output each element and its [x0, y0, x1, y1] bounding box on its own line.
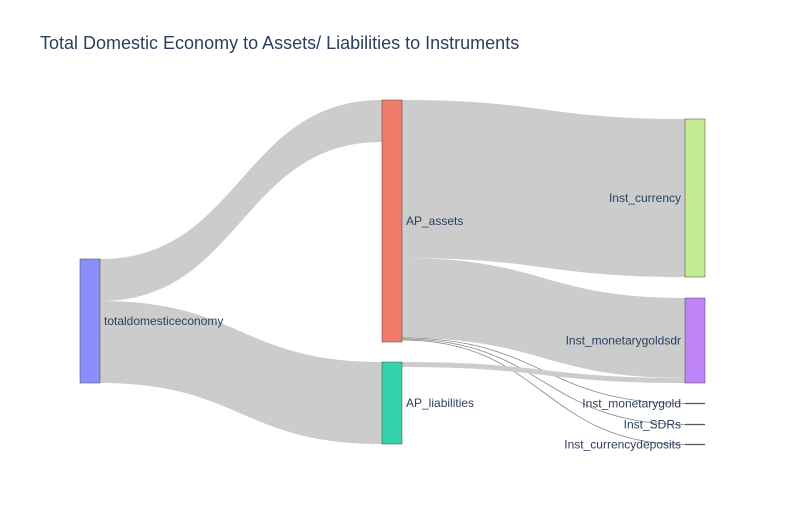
link-assets-to-sdr[interactable] [401, 338, 686, 425]
links-layer [100, 100, 686, 445]
node-mgs[interactable] [684, 297, 706, 384]
link-assets-to-cur[interactable] [402, 100, 685, 277]
link-assets-to-mgs[interactable] [402, 258, 685, 378]
node-label-mg: Inst_monetarygold [582, 397, 681, 411]
link-tde-to-assets[interactable] [100, 100, 382, 301]
link-tde-to-liab[interactable] [100, 301, 382, 444]
node-assets[interactable] [381, 99, 403, 343]
node-label-cd: Inst_currencydeposits [564, 438, 681, 452]
link-liab-to-mgs[interactable] [402, 362, 685, 383]
node-label-sdr: Inst_SDRs [624, 418, 681, 432]
node-label-liab: AP_liabilities [406, 396, 474, 410]
node-label-cur: Inst_currency [609, 191, 681, 205]
chart-title: Total Domestic Economy to Assets/ Liabil… [40, 33, 520, 53]
node-liab[interactable] [381, 361, 403, 445]
node-label-mgs: Inst_monetarygoldsdr [566, 334, 681, 348]
node-label-tde: totaldomesticeconomy [104, 314, 223, 328]
node-cur[interactable] [684, 118, 706, 278]
labels-layer: totaldomesticeconomy AP_assets AP_liabilit… [104, 191, 681, 452]
link-assets-to-cd[interactable] [401, 339, 686, 445]
node-label-assets: AP_assets [406, 214, 463, 228]
nodes-layer [79, 99, 706, 446]
node-tde[interactable] [79, 258, 101, 384]
